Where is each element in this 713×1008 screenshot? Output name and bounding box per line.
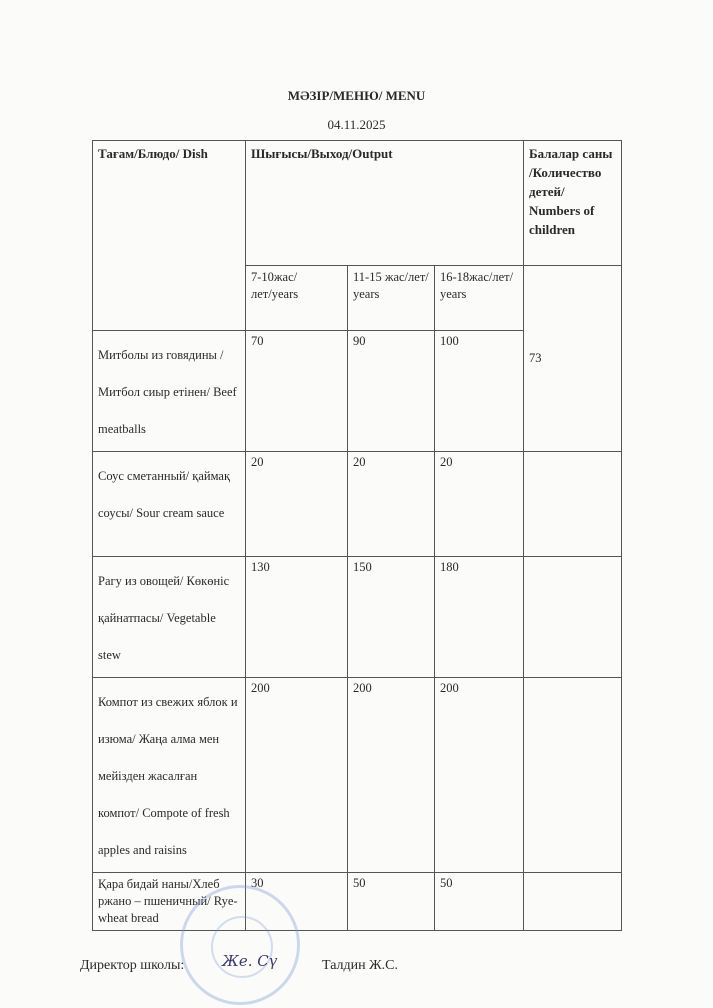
document-date: 04.11.2025 — [327, 117, 386, 132]
table-row: Митболы из говядины /Митбол сиыр етінен/… — [92, 330, 622, 452]
output-11-15: 150 — [347, 556, 435, 678]
output-7-10: 70 — [245, 330, 348, 452]
menu-table: Тағам/Блюдо/ Dish Шығысы/Выход/Output Ба… — [92, 140, 622, 931]
empty-cell — [523, 451, 622, 557]
table-row: Компот из свежих яблок и изюма/ Жаңа алм… — [92, 677, 622, 873]
header-output: Шығысы/Выход/Output — [245, 140, 524, 266]
empty-cell — [523, 556, 622, 678]
official-stamp — [180, 885, 300, 1005]
output-7-10: 20 — [245, 451, 348, 557]
output-16-18: 50 — [434, 872, 524, 931]
table-row: Соус сметанный/ қаймақ соусы/ Sour cream… — [92, 451, 622, 557]
director-name: Талдин Ж.С. — [322, 958, 399, 973]
header-dish: Тағам/Блюдо/ Dish — [92, 140, 246, 331]
output-7-10: 130 — [245, 556, 348, 678]
header-age-11-15: 11-15 жас/лет/ years — [347, 265, 435, 331]
output-16-18: 200 — [434, 677, 524, 873]
table-row: Рагу из овощей/ Көкөніс қайнатпасы/ Vege… — [92, 556, 622, 678]
table-row: Қара бидай наны/Хлеб ржано – пшеничный/ … — [92, 872, 622, 931]
header-children: Балалар саны /Количество детей/ Numbers … — [523, 140, 622, 266]
output-11-15: 90 — [347, 330, 435, 452]
empty-cell — [523, 677, 622, 873]
output-16-18: 20 — [434, 451, 524, 557]
document-title: МӘЗІР/МЕНЮ/ MENU — [287, 88, 426, 103]
dish-name: Компот из свежих яблок и изюма/ Жаңа алм… — [92, 677, 246, 873]
output-7-10: 200 — [245, 677, 348, 873]
dish-name: Соус сметанный/ қаймақ соусы/ Sour cream… — [92, 451, 246, 557]
dish-name: Митболы из говядины /Митбол сиыр етінен/… — [92, 330, 246, 452]
output-16-18: 100 — [434, 330, 524, 452]
output-11-15: 50 — [347, 872, 435, 931]
header-age-16-18: 16-18жас/лет/ years — [434, 265, 524, 331]
output-11-15: 200 — [347, 677, 435, 873]
header-age-7-10: 7-10жас/лет/years — [245, 265, 348, 331]
output-16-18: 180 — [434, 556, 524, 678]
dish-name: Рагу из овощей/ Көкөніс қайнатпасы/ Vege… — [92, 556, 246, 678]
director-label: Директор школы: — [80, 958, 185, 973]
empty-cell — [523, 872, 622, 931]
output-11-15: 20 — [347, 451, 435, 557]
signature: Же. Сү — [222, 952, 278, 970]
children-count: 73 — [523, 265, 622, 452]
